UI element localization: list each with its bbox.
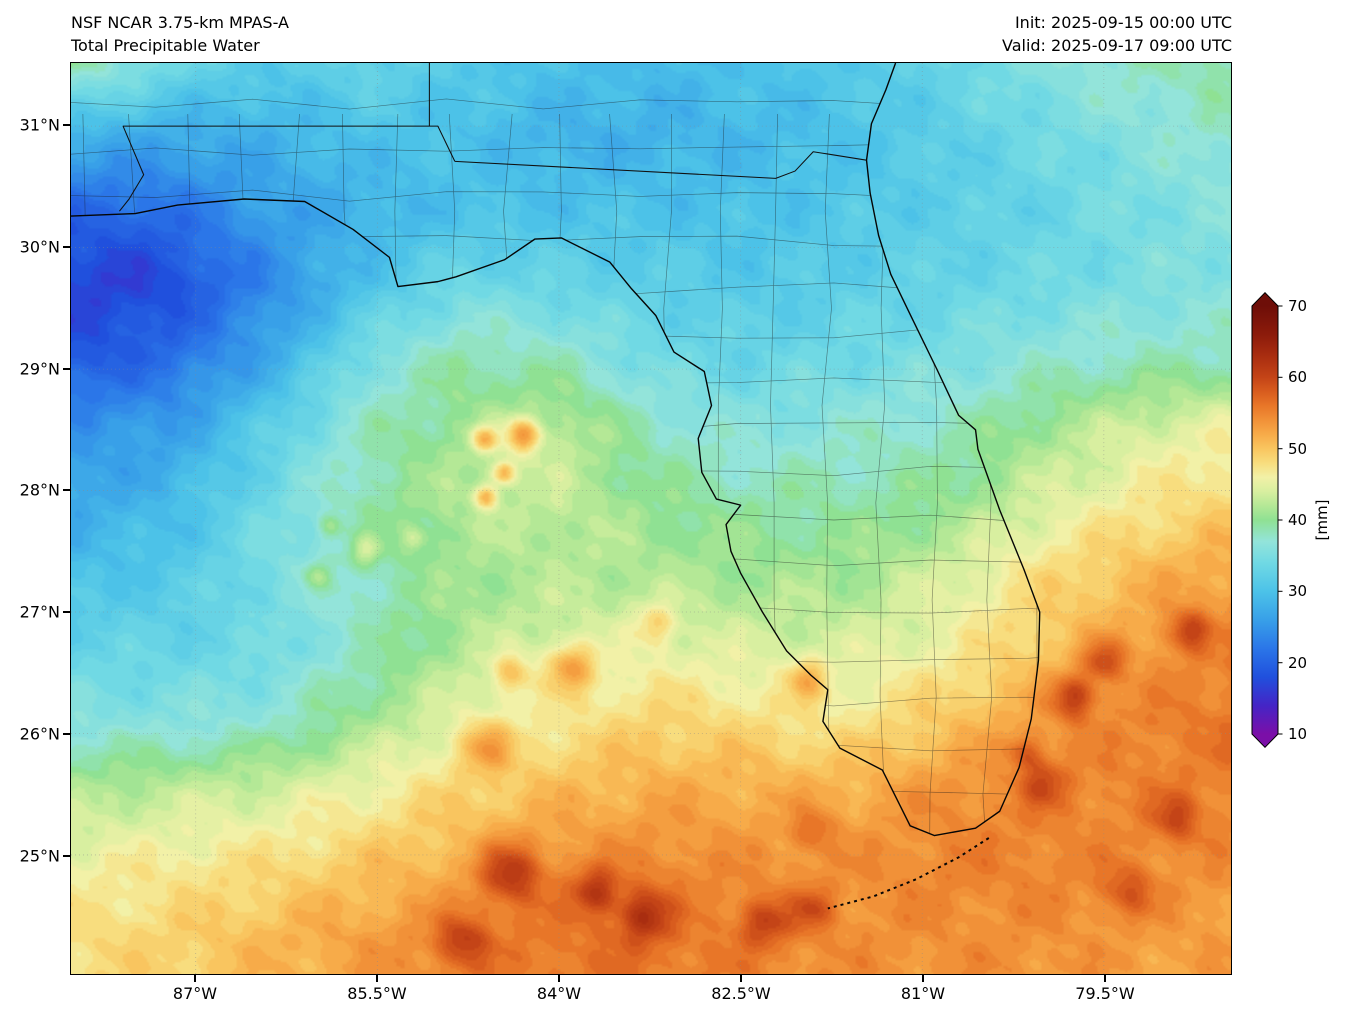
colorbar-tick-label: 70 — [1288, 297, 1308, 315]
x-axis-tick — [194, 975, 196, 982]
y-axis-tick — [63, 124, 70, 126]
x-axis-tick — [1104, 975, 1106, 982]
model-title: NSF NCAR 3.75-km MPAS-A — [71, 13, 289, 32]
title-block: NSF NCAR 3.75-km MPAS-A Total Precipitab… — [71, 11, 289, 57]
y-tick-label: 26°N — [19, 724, 60, 744]
map-overlay — [71, 63, 1231, 974]
x-axis-tick — [740, 975, 742, 982]
x-tick-label: 82.5°W — [711, 984, 771, 1003]
x-tick-label: 79.5°W — [1075, 984, 1135, 1003]
y-axis-tick — [63, 368, 70, 370]
init-time: Init: 2025-09-15 00:00 UTC — [1014, 13, 1232, 32]
colorbar-units-label: [mm] — [1313, 499, 1331, 541]
y-tick-label: 28°N — [19, 480, 60, 500]
y-tick-label: 30°N — [19, 237, 60, 257]
colorbar-tick-label: 30 — [1288, 582, 1308, 600]
y-axis-tick — [63, 489, 70, 491]
variable-title: Total Precipitable Water — [71, 36, 260, 55]
colorbar-tick-label: 10 — [1288, 725, 1308, 743]
x-axis-tick — [922, 975, 924, 982]
y-axis-tick — [63, 246, 70, 248]
x-tick-label: 84°W — [536, 984, 582, 1003]
y-tick-label: 25°N — [19, 846, 60, 866]
x-tick-label: 85.5°W — [347, 984, 407, 1003]
colorbar-tick-label: 40 — [1288, 511, 1308, 529]
precipitable-water-heatmap — [71, 63, 1231, 974]
colorbar-ticks — [1278, 305, 1283, 735]
time-block: Init: 2025-09-15 00:00 UTC Valid: 2025-0… — [1002, 11, 1232, 57]
y-tick-label: 29°N — [19, 359, 60, 379]
y-tick-label: 31°N — [19, 115, 60, 135]
valid-time: Valid: 2025-09-17 09:00 UTC — [1001, 36, 1232, 55]
y-tick-label: 27°N — [19, 602, 60, 622]
x-tick-label: 81°W — [900, 984, 946, 1003]
colorbar — [1251, 292, 1283, 748]
x-axis-tick — [558, 975, 560, 982]
colorbar-gradient-bar — [1251, 292, 1279, 748]
y-axis-tick — [63, 611, 70, 613]
map-panel — [70, 62, 1232, 975]
y-axis-tick — [63, 855, 70, 857]
colorbar-tick-label: 50 — [1288, 440, 1308, 458]
x-tick-label: 87°W — [172, 984, 218, 1003]
x-axis-tick — [376, 975, 378, 982]
colorbar-tick-label: 60 — [1288, 368, 1308, 386]
colorbar-tick-label: 20 — [1288, 654, 1308, 672]
y-axis-tick — [63, 733, 70, 735]
